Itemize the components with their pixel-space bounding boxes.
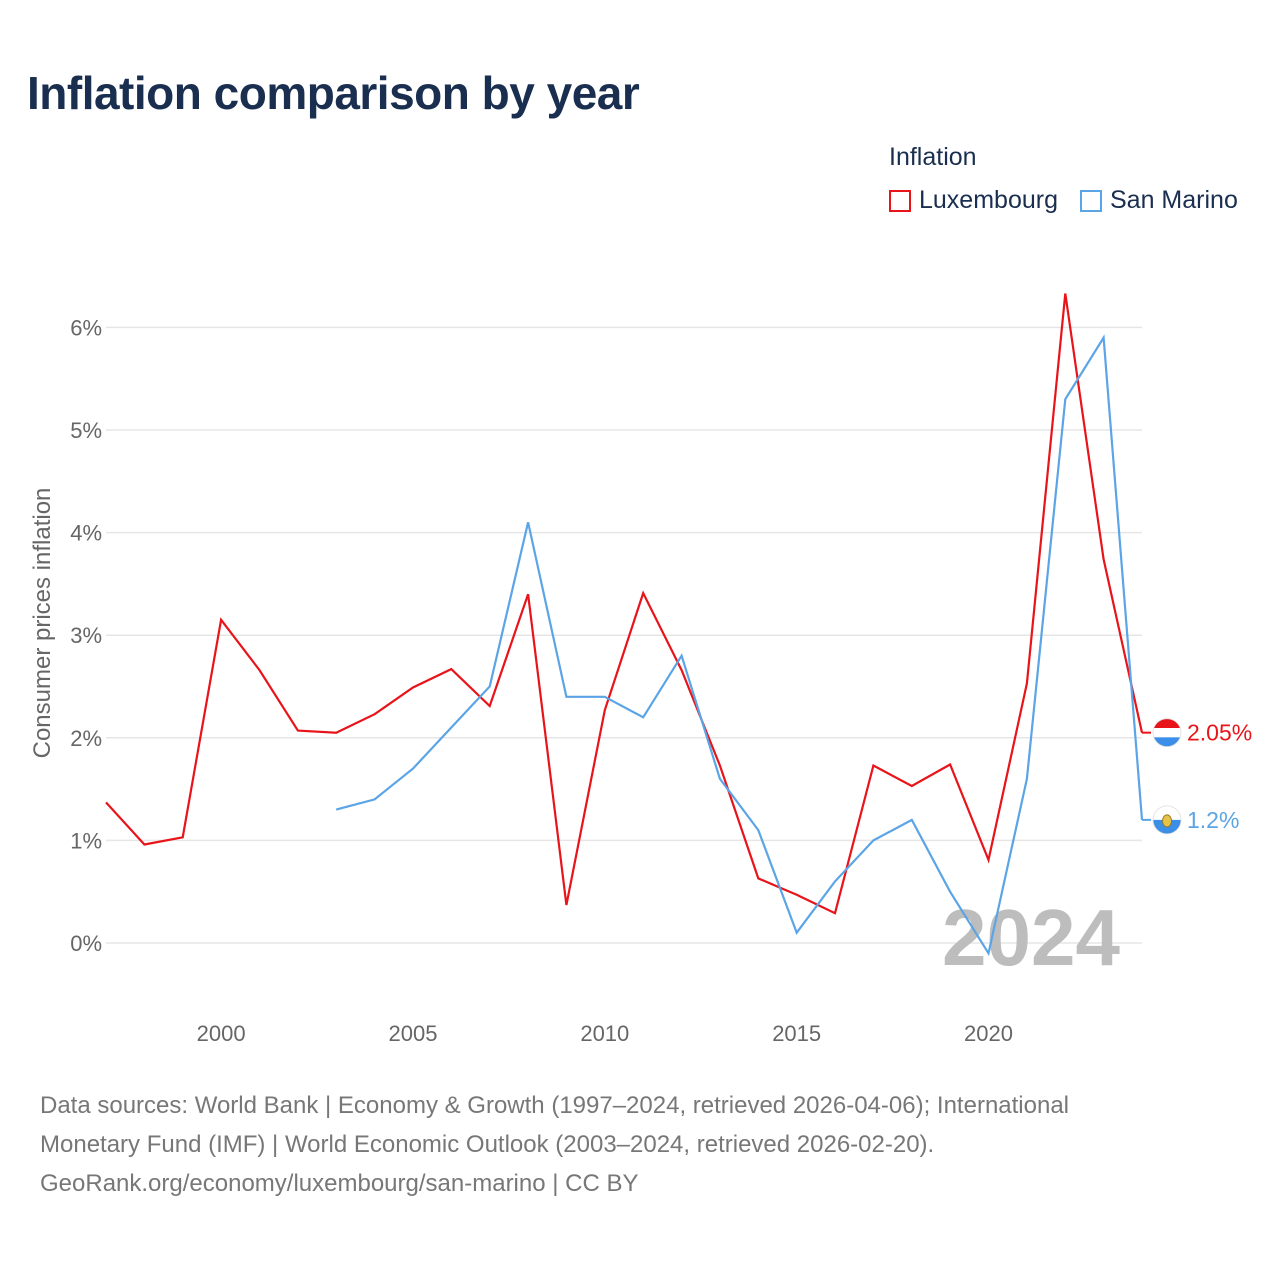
source-line-1: Data sources: World Bank | Economy & Gro… [40, 1092, 1070, 1119]
x-tick-label: 2000 [197, 1021, 246, 1046]
y-tick-label: 4% [70, 521, 102, 546]
flag-icon-luxembourg [1152, 718, 1182, 748]
y-tick-label: 2% [70, 726, 102, 751]
y-tick-label: 0% [70, 931, 102, 956]
y-tick-label: 6% [70, 315, 102, 340]
legend-item-san-marino[interactable]: San Marino [1080, 186, 1238, 215]
grid-lines [106, 326, 1142, 944]
y-tick-label: 1% [70, 828, 102, 853]
x-tick-label: 2020 [964, 1021, 1013, 1046]
y-axis-label: Consumer prices inflation [29, 488, 56, 759]
series-line-luxembourg [105, 293, 1144, 915]
flag-icon-san-marino [1152, 805, 1182, 835]
legend-swatch-luxembourg [889, 189, 911, 212]
legend-label-luxembourg: Luxembourg [919, 186, 1058, 214]
x-tick-label: 2005 [388, 1021, 437, 1046]
chart-title: Inflation comparison by year [27, 67, 640, 119]
source-line-2: Monetary Fund (IMF) | World Economic Out… [40, 1131, 935, 1158]
end-value-label-luxembourg: 2.05% [1187, 720, 1252, 746]
legend-item-luxembourg[interactable]: Luxembourg [889, 186, 1058, 215]
legend-label-san-marino: San Marino [1110, 186, 1238, 214]
x-tick-label: 2010 [580, 1021, 629, 1046]
series-line-san-marino [335, 334, 1144, 957]
end-value-label-san-marino: 1.2% [1187, 807, 1239, 833]
series-lines [105, 293, 1144, 957]
source-line-3[interactable]: GeoRank.org/economy/luxembourg/san-marin… [40, 1170, 639, 1197]
y-tick-label: 3% [70, 623, 102, 648]
x-axis-ticks: 2000 2005 2010 2015 2020 [197, 1021, 1013, 1046]
current-year-watermark: 2024 [942, 893, 1120, 982]
x-tick-label: 2015 [772, 1021, 821, 1046]
end-markers: 2.05% 1.2% [1142, 718, 1252, 835]
line-chart: 0% 1% 2% 3% 4% 5% 6% 2000 2005 2010 2015 2020 Cons… [29, 293, 1252, 1046]
legend-title: Inflation [889, 143, 977, 171]
y-tick-label: 5% [70, 418, 102, 443]
legend-swatch-san-marino [1080, 189, 1102, 212]
y-axis-ticks: 0% 1% 2% 3% 4% 5% 6% [70, 315, 102, 956]
data-source-note: Data sources: World Bank | Economy & Gro… [40, 1086, 1240, 1203]
